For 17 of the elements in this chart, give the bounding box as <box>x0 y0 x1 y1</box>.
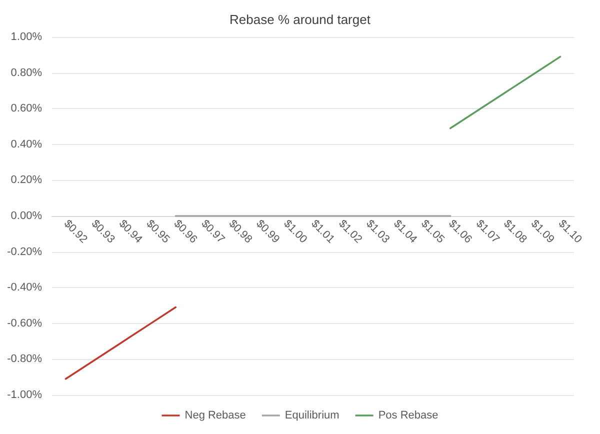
y-tick-label: -1.00% <box>7 389 42 401</box>
y-tick-label: -0.40% <box>7 282 42 294</box>
legend-label: Pos Rebase <box>378 410 438 422</box>
y-tick-label: 1.00% <box>10 31 42 43</box>
legend-label: Equilibrium <box>284 410 340 422</box>
chart-title: Rebase % around target <box>230 12 371 27</box>
y-tick-label: 0.80% <box>10 66 42 79</box>
legend-label: Neg Rebase <box>184 410 246 422</box>
y-tick-label: -0.60% <box>7 317 42 330</box>
y-tick-label: 0.20% <box>10 174 42 186</box>
line-series <box>449 56 562 130</box>
y-tick-label: -0.80% <box>7 353 42 366</box>
y-tick-label: 0.40% <box>10 138 42 150</box>
y-tick-label: 0.60% <box>10 102 42 115</box>
y-tick-label: -0.20% <box>7 246 42 258</box>
y-tick-label: 0.00% <box>10 210 42 222</box>
line-series <box>64 306 177 380</box>
